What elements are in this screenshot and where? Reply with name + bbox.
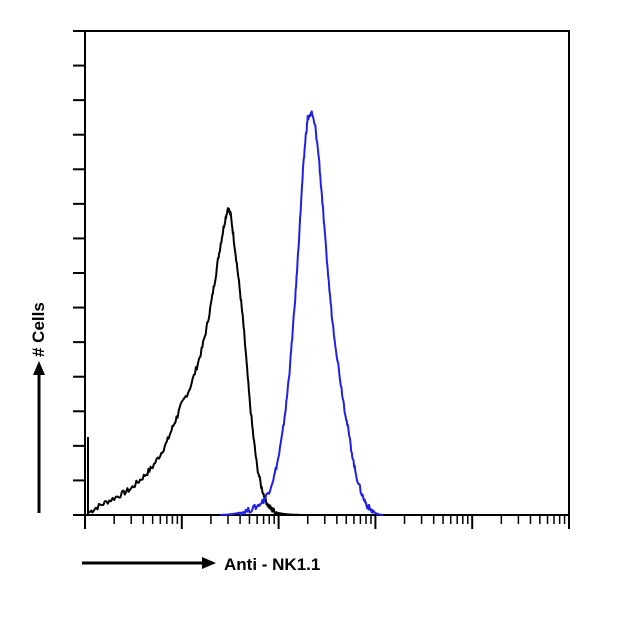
- control-histogram-line: [88, 207, 308, 516]
- y-axis-title-group: # Cells: [29, 302, 48, 513]
- y-axis-title: # Cells: [29, 302, 48, 357]
- x-axis-title-group: Anti - NK1.1: [82, 555, 320, 574]
- stained-histogram-line: [220, 110, 384, 516]
- series-layer: [87, 110, 384, 516]
- x-axis-ticks: [84, 515, 570, 529]
- y-axis-ticks: [73, 30, 85, 516]
- x-axis-title: Anti - NK1.1: [224, 555, 320, 574]
- y-axis-arrow-head: [33, 361, 45, 375]
- x-axis-arrow-head: [202, 557, 216, 569]
